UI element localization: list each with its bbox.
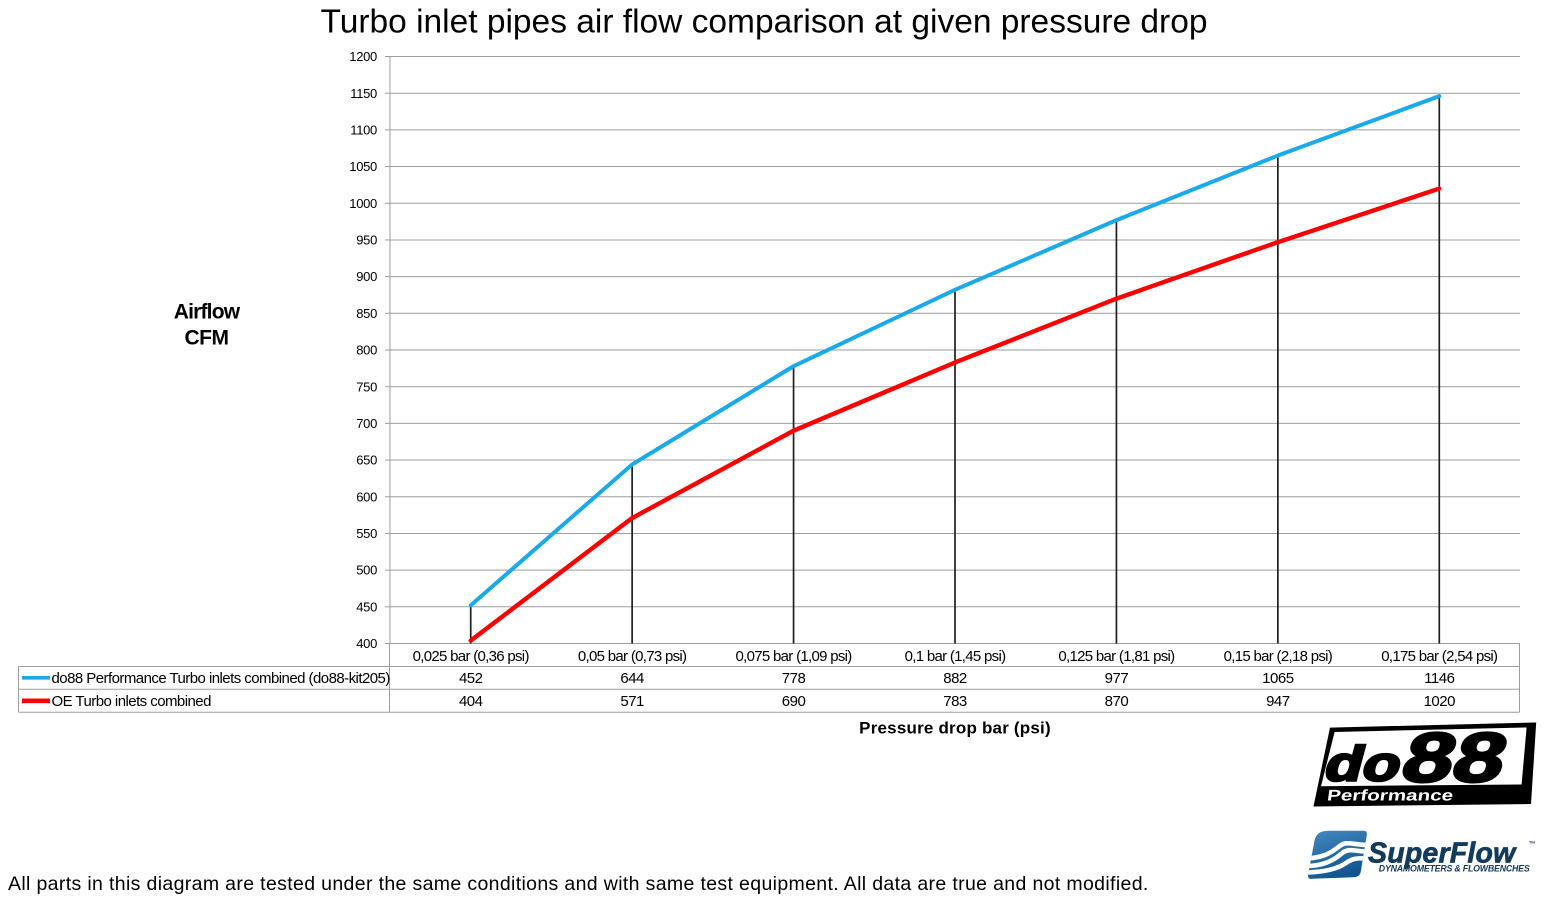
- svg-text:0,025 bar (0,36 psi): 0,025 bar (0,36 psi): [413, 648, 530, 665]
- svg-text:0,075 bar (1,09 psi): 0,075 bar (1,09 psi): [736, 648, 853, 665]
- svg-text:™: ™: [1529, 841, 1536, 848]
- svg-text:850: 850: [356, 306, 377, 321]
- svg-text:1146: 1146: [1424, 670, 1454, 687]
- svg-text:650: 650: [356, 453, 377, 468]
- svg-text:do: do: [1319, 736, 1409, 791]
- svg-text:Performance: Performance: [1326, 788, 1455, 805]
- svg-text:750: 750: [356, 379, 377, 394]
- svg-text:977: 977: [1105, 670, 1129, 687]
- svg-text:882: 882: [943, 670, 967, 687]
- svg-text:690: 690: [782, 693, 806, 710]
- svg-text:1050: 1050: [349, 159, 377, 174]
- svg-text:do88 Performance Turbo inlets: do88 Performance Turbo inlets combined (…: [52, 670, 391, 687]
- svg-text:88: 88: [1394, 720, 1516, 798]
- svg-text:947: 947: [1266, 693, 1290, 710]
- svg-text:550: 550: [356, 526, 377, 541]
- svg-text:CFM: CFM: [185, 327, 229, 350]
- svg-text:1200: 1200: [349, 49, 377, 64]
- svg-text:1100: 1100: [350, 122, 377, 137]
- svg-text:DYNAMOMETERS & FLOWBENCHES: DYNAMOMETERS & FLOWBENCHES: [1379, 864, 1530, 874]
- svg-text:0,175 bar (2,54 psi): 0,175 bar (2,54 psi): [1381, 648, 1498, 665]
- svg-text:571: 571: [620, 693, 644, 710]
- svg-text:1020: 1020: [1424, 693, 1456, 710]
- svg-text:0,05 bar (0,73 psi): 0,05 bar (0,73 psi): [578, 648, 687, 665]
- svg-text:900: 900: [356, 269, 377, 284]
- svg-text:452: 452: [459, 670, 483, 687]
- svg-text:400: 400: [356, 636, 377, 651]
- svg-text:All parts in this diagram are: All parts in this diagram are tested und…: [8, 873, 1149, 895]
- svg-text:800: 800: [356, 343, 377, 358]
- svg-text:1000: 1000: [349, 196, 377, 211]
- svg-text:870: 870: [1105, 693, 1129, 710]
- svg-text:644: 644: [620, 670, 644, 687]
- svg-text:500: 500: [356, 563, 377, 578]
- svg-text:0,125 bar (1,81 psi): 0,125 bar (1,81 psi): [1058, 648, 1175, 665]
- svg-text:700: 700: [356, 416, 377, 431]
- svg-text:778: 778: [782, 670, 806, 687]
- svg-text:404: 404: [459, 693, 483, 710]
- svg-text:Pressure drop bar (psi): Pressure drop bar (psi): [859, 719, 1051, 738]
- svg-text:SuperFlow: SuperFlow: [1368, 838, 1517, 870]
- svg-text:OE Turbo inlets combined: OE Turbo inlets combined: [52, 693, 212, 710]
- svg-text:950: 950: [356, 233, 377, 248]
- svg-text:Turbo inlet pipes air flow com: Turbo inlet pipes air flow comparison at…: [321, 4, 1208, 41]
- svg-text:450: 450: [356, 599, 377, 614]
- svg-text:0,1 bar (1,45 psi): 0,1 bar (1,45 psi): [905, 648, 1006, 665]
- svg-text:1065: 1065: [1262, 670, 1294, 687]
- svg-text:0,15 bar (2,18 psi): 0,15 bar (2,18 psi): [1224, 648, 1333, 665]
- svg-text:600: 600: [356, 489, 377, 504]
- svg-text:1150: 1150: [350, 86, 377, 101]
- svg-text:783: 783: [943, 693, 967, 710]
- svg-text:Airflow: Airflow: [174, 301, 241, 324]
